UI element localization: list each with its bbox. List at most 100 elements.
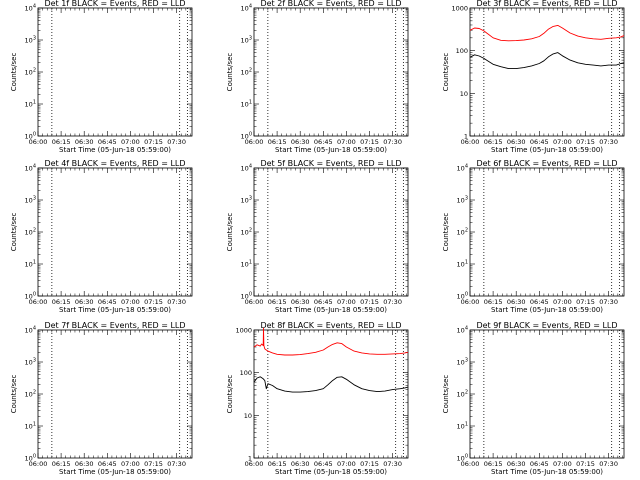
y-tick-label: 103 [25, 36, 36, 45]
y-tick-label: 102 [241, 228, 252, 237]
y-tick-label: 104 [25, 164, 36, 173]
y-tick-label: 100 [241, 292, 252, 301]
y-tick-label: 103 [25, 358, 36, 367]
x-tick-label: 06:45 [98, 460, 117, 468]
x-tick-label: 07:30 [167, 138, 186, 146]
x-tick-label: 06:45 [530, 460, 549, 468]
y-tick-label: 102 [25, 228, 36, 237]
y-tick-label: 1000 [451, 5, 468, 13]
y-axis-label: Counts/sec [226, 213, 234, 252]
y-tick-label: 103 [241, 196, 252, 205]
x-tick-label: 06:45 [314, 460, 333, 468]
y-tick-label: 103 [457, 358, 468, 367]
x-tick-label: 06:30 [75, 298, 94, 306]
x-tick-label: 07:00 [121, 138, 140, 146]
panel-det-2: Det 2f BLACK = Events, RED = LLD 06:00 06:… [226, 0, 409, 154]
plot-frame [469, 167, 625, 297]
x-tick-label: 07:15 [576, 460, 595, 468]
x-tick-label: 07:15 [144, 138, 163, 146]
x-tick-label: 07:15 [576, 298, 595, 306]
events-series-line [253, 376, 409, 393]
y-tick-label: 10 [244, 412, 252, 420]
x-tick-label: 07:30 [167, 460, 186, 468]
x-axis-label: Start Time (05-Jun-18 05:59:00) [275, 306, 387, 314]
x-tick-label: 07:15 [360, 298, 379, 306]
y-tick-label: 104 [25, 326, 36, 335]
x-tick-label: 07:15 [144, 460, 163, 468]
y-tick-label: 102 [25, 68, 36, 77]
x-tick-label: 07:15 [360, 138, 379, 146]
panel-title: Det 2f BLACK = Events, RED = LLD [260, 0, 401, 8]
panel-det-7: Det 7f BLACK = Events, RED = LLD 06:00 06:… [10, 321, 193, 476]
y-tick-label: 103 [241, 36, 252, 45]
y-tick-label: 104 [457, 326, 468, 335]
x-tick-label: 07:00 [553, 460, 572, 468]
x-tick-label: 06:30 [291, 138, 310, 146]
panel-det-9: Det 9f BLACK = Events, RED = LLD 06:00 06:… [442, 321, 625, 476]
plot-frame [253, 7, 409, 137]
x-tick-label: 06:45 [530, 138, 549, 146]
x-tick-label: 06:15 [52, 298, 71, 306]
panel-title: Det 9f BLACK = Events, RED = LLD [476, 321, 617, 330]
x-tick-label: 06:30 [75, 460, 94, 468]
y-tick-label: 100 [25, 454, 36, 463]
plot-frame [469, 329, 625, 459]
panel-title: Det 7f BLACK = Events, RED = LLD [44, 321, 185, 330]
x-tick-label: 07:00 [337, 298, 356, 306]
x-tick-label: 06:15 [484, 460, 503, 468]
y-tick-label: 1 [464, 133, 468, 141]
x-tick-label: 07:30 [383, 460, 402, 468]
x-axis-label: Start Time (05-Jun-18 05:59:00) [275, 468, 387, 476]
x-tick-label: 06:15 [52, 460, 71, 468]
y-axis-label: Counts/sec [10, 53, 18, 92]
x-tick-label: 06:00 [245, 138, 264, 146]
y-tick-label: 102 [241, 68, 252, 77]
x-tick-label: 06:00 [245, 460, 264, 468]
y-tick-label: 103 [457, 196, 468, 205]
x-tick-label: 06:15 [268, 298, 287, 306]
x-tick-label: 07:00 [337, 460, 356, 468]
plot-frame [253, 167, 409, 297]
x-tick-label: 06:00 [245, 298, 264, 306]
x-tick-label: 06:30 [507, 298, 526, 306]
x-tick-label: 06:00 [461, 298, 480, 306]
y-tick-label: 102 [25, 390, 36, 399]
panel-title: Det 3f BLACK = Events, RED = LLD [476, 0, 617, 8]
x-tick-label: 07:00 [121, 460, 140, 468]
plot-frame [37, 167, 193, 297]
y-tick-label: 102 [457, 390, 468, 399]
x-tick-label: 06:15 [484, 138, 503, 146]
panel-det-8: Det 8f BLACK = Events, RED = LLD 06:00 06:… [226, 321, 409, 476]
panel-title: Det 4f BLACK = Events, RED = LLD [44, 159, 185, 168]
y-axis-label: Counts/sec [442, 213, 450, 252]
panel-title: Det 1f BLACK = Events, RED = LLD [44, 0, 185, 8]
x-tick-label: 07:00 [337, 138, 356, 146]
x-tick-label: 07:00 [553, 138, 572, 146]
x-tick-label: 07:30 [167, 298, 186, 306]
x-tick-label: 06:30 [507, 460, 526, 468]
lld-series-line [253, 327, 409, 356]
plot-frame [469, 7, 625, 137]
x-tick-label: 06:00 [29, 298, 48, 306]
panel-det-5: Det 5f BLACK = Events, RED = LLD 06:00 06:… [226, 159, 409, 314]
x-axis-label: Start Time (05-Jun-18 05:59:00) [59, 468, 171, 476]
y-tick-label: 103 [25, 196, 36, 205]
x-tick-label: 06:45 [314, 138, 333, 146]
x-tick-label: 06:30 [291, 298, 310, 306]
y-tick-label: 104 [25, 4, 36, 13]
y-tick-label: 100 [456, 47, 468, 55]
y-axis-label: Counts/sec [10, 375, 18, 414]
y-tick-label: 102 [457, 228, 468, 237]
x-tick-label: 07:30 [383, 138, 402, 146]
y-tick-label: 104 [457, 164, 468, 173]
x-tick-label: 06:30 [75, 138, 94, 146]
x-tick-label: 06:30 [507, 138, 526, 146]
y-axis-label: Counts/sec [226, 53, 234, 92]
panel-det-3: Det 3f BLACK = Events, RED = LLD 06:00 06:… [442, 0, 625, 154]
x-tick-label: 07:30 [599, 298, 618, 306]
x-tick-label: 06:00 [461, 460, 480, 468]
y-tick-label: 10 [460, 90, 468, 98]
y-tick-label: 100 [25, 292, 36, 301]
x-axis-label: Start Time (05-Jun-18 05:59:00) [491, 306, 603, 314]
